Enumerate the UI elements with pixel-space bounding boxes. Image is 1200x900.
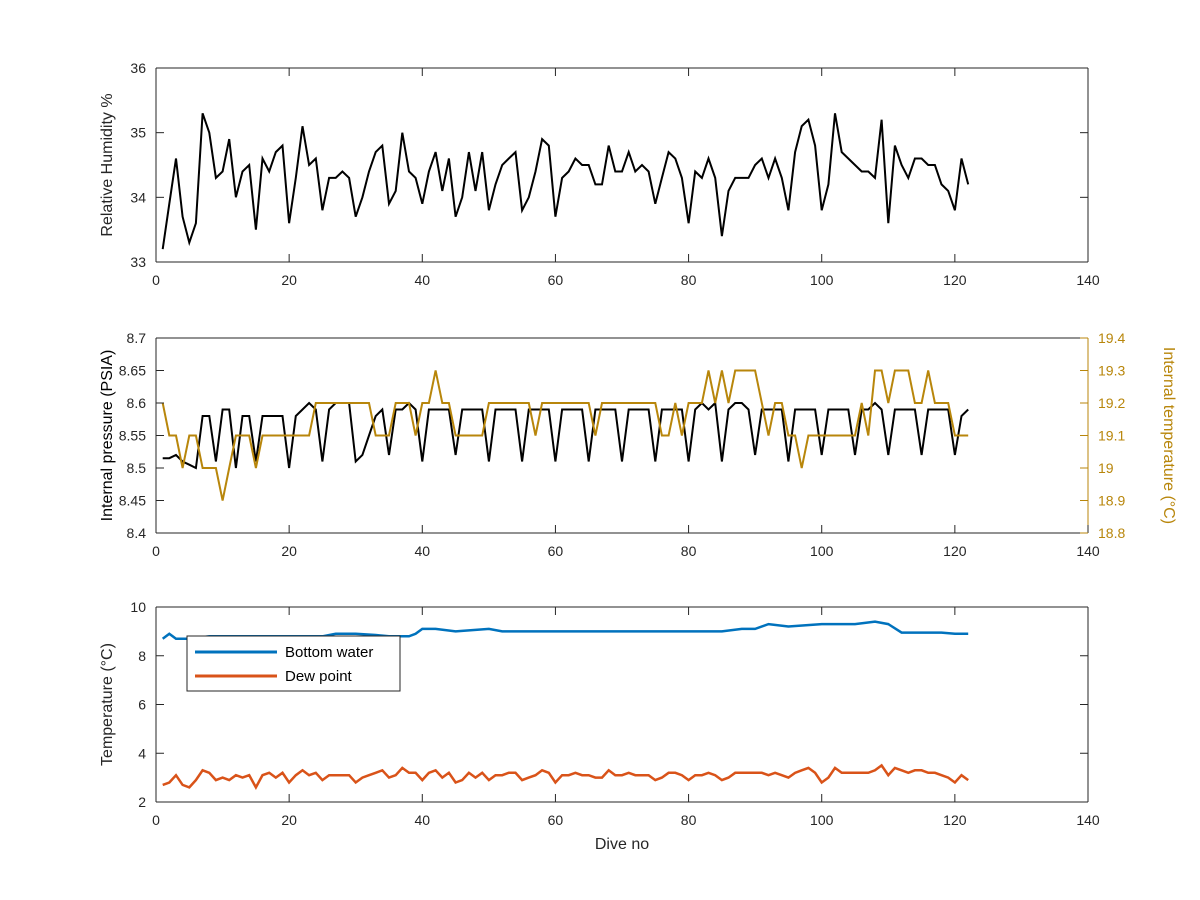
x-tick-label: 0 xyxy=(152,812,160,828)
x-tick-label: 80 xyxy=(681,812,697,828)
y-right-tick-label: 19 xyxy=(1098,460,1114,476)
y-tick-label: 34 xyxy=(130,189,146,205)
series-line-internal-pressure xyxy=(162,400,969,470)
y-tick-label: 8.6 xyxy=(127,395,147,411)
series-line-internal-temperature xyxy=(161,369,969,501)
x-tick-label: 140 xyxy=(1076,812,1100,828)
series-line-relative-humidity xyxy=(161,112,970,250)
humidity-panel: 0 20 40 60 80 100 120 140 33 34 35 36 Relative Humid… xyxy=(99,60,1100,288)
x-tick-label: 20 xyxy=(281,272,297,288)
y-axis-label: Relative Humidity % xyxy=(99,93,116,236)
y-tick-label: 8.45 xyxy=(119,493,146,509)
x-tick-label: 40 xyxy=(414,272,430,288)
y-right-tick-label: 18.8 xyxy=(1098,525,1125,541)
y-right-tick-label: 19.3 xyxy=(1098,363,1125,379)
x-axis-label: Dive no xyxy=(595,836,649,853)
y-right-tick-label: 19.1 xyxy=(1098,428,1125,444)
x-tick-label: 120 xyxy=(943,543,967,559)
y-tick-label: 2 xyxy=(138,794,146,810)
y-right-tick-label: 19.4 xyxy=(1098,330,1125,346)
y-tick-label: 8 xyxy=(138,648,146,664)
y-tick-label: 8.55 xyxy=(119,428,146,444)
x-tick-label: 20 xyxy=(281,812,297,828)
x-tick-label: 40 xyxy=(414,543,430,559)
y-tick-label: 33 xyxy=(130,254,146,270)
x-tick-label: 100 xyxy=(810,272,834,288)
x-tick-label: 120 xyxy=(943,812,967,828)
x-tick-label: 60 xyxy=(548,543,564,559)
x-tick-label: 80 xyxy=(681,543,697,559)
x-tick-label: 0 xyxy=(152,272,160,288)
y-tick-label: 8.4 xyxy=(127,525,147,541)
y-tick-label: 35 xyxy=(130,125,146,141)
x-tick-label: 100 xyxy=(810,812,834,828)
legend-label: Dew point xyxy=(285,668,353,685)
legend-label: Bottom water xyxy=(285,644,373,661)
x-tick-label: 60 xyxy=(548,812,564,828)
x-tick-label: 0 xyxy=(152,543,160,559)
x-tick-label: 20 xyxy=(281,543,297,559)
x-tick-label: 140 xyxy=(1076,272,1100,288)
x-tick-label: 100 xyxy=(810,543,834,559)
y-tick-label: 10 xyxy=(130,599,146,615)
x-tick-label: 120 xyxy=(943,272,967,288)
x-tick-label: 140 xyxy=(1076,543,1100,559)
y-tick-label: 8.65 xyxy=(119,363,146,379)
x-tick-label: 40 xyxy=(414,812,430,828)
y-tick-label: 4 xyxy=(138,745,146,761)
x-tick-label: 60 xyxy=(548,272,564,288)
y-tick-label: 6 xyxy=(138,697,146,713)
y-right-tick-label: 18.9 xyxy=(1098,493,1125,509)
y-axis-label: Internal pressure (PSIA) xyxy=(99,350,116,522)
y-tick-label: 8.5 xyxy=(127,460,147,476)
y-tick-label: 36 xyxy=(130,60,146,76)
y-axis-label: Temperature (°C) xyxy=(99,643,116,766)
series-line-dew-point xyxy=(162,763,969,791)
y-tick-label: 8.7 xyxy=(127,330,147,346)
legend-box xyxy=(186,635,401,692)
x-tick-label: 80 xyxy=(681,272,697,288)
y-right-tick-label: 19.2 xyxy=(1098,395,1125,411)
pressure-temperature-panel: 0 20 40 60 80 100 120 140 8.4 8.45 8.5 8.55 8.6 8.65 8… xyxy=(99,330,1177,559)
y-right-axis-label: Internal temperature (°C) xyxy=(1160,347,1177,524)
temperature-panel: 0 20 40 60 80 100 120 140 2 4 6 8 10 Temperature (°C)… xyxy=(99,599,1100,853)
